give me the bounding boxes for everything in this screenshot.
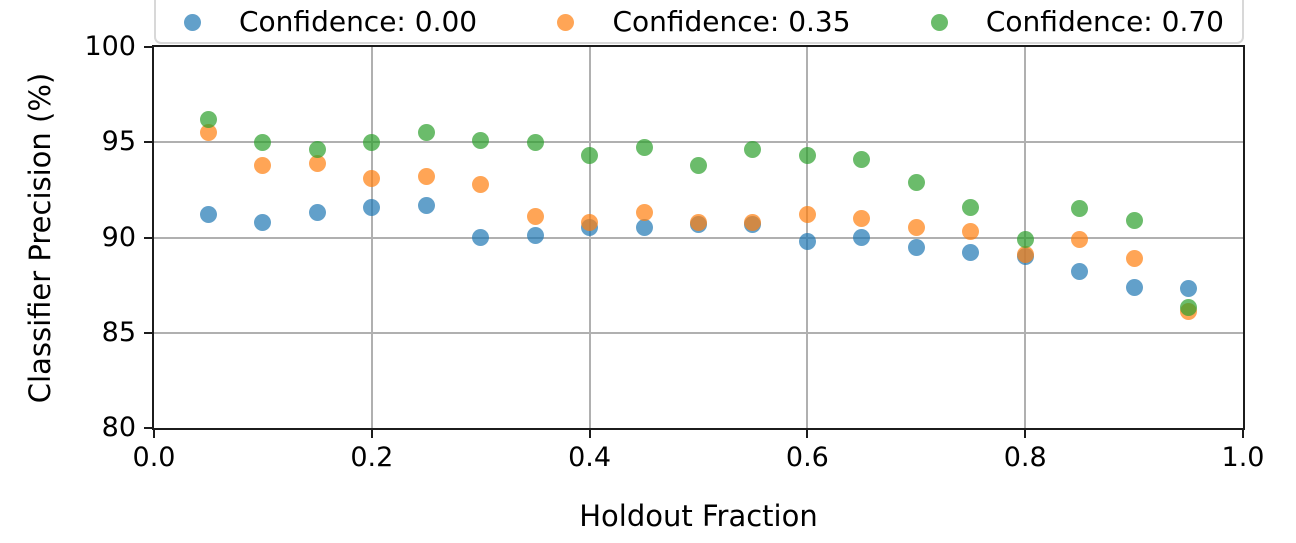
scatter-point: [907, 238, 925, 256]
scatter-point: [308, 154, 326, 172]
scatter-point: [853, 229, 871, 246]
legend-marker-orange-icon: [557, 13, 575, 31]
scatter-point: [798, 232, 816, 250]
scatter-point: [363, 133, 381, 151]
x-tick-mark: [153, 429, 155, 438]
scatter-point: [472, 175, 490, 193]
legend-entry-confidence-035: Confidence: 0.35: [557, 5, 851, 38]
scatter-point: [472, 131, 490, 149]
scatter-point: [1180, 280, 1198, 298]
y-axis-label: Classifier Precision (%): [23, 72, 57, 404]
legend-marker-green-icon: [930, 13, 948, 31]
scatter-point: [417, 196, 435, 214]
scatter-point: [962, 244, 980, 262]
scatter-point: [635, 219, 653, 237]
scatter-point: [962, 198, 980, 216]
scatter-point: [581, 147, 599, 165]
x-tick-label: 0.0: [132, 442, 176, 473]
y-tick-mark: [144, 427, 154, 429]
scatter-point: [1016, 246, 1034, 264]
scatter-point: [907, 173, 925, 191]
legend-entry-confidence-000: Confidence: 0.00: [184, 6, 477, 38]
scatter-point: [635, 139, 653, 157]
plot-frame: [152, 45, 1245, 430]
scatter-point: [1016, 230, 1034, 248]
scatter-point: [526, 208, 544, 226]
scatter-point: [199, 124, 217, 142]
scatter-point: [744, 141, 762, 159]
scatter-point: [853, 150, 871, 168]
x-tick-label: 0.4: [568, 442, 612, 473]
y-tick-label: 80: [101, 412, 136, 443]
y-tick-label: 85: [101, 316, 136, 348]
scatter-point: [907, 219, 925, 237]
x-tick-mark: [588, 429, 591, 438]
gridline-horizontal: [154, 331, 1243, 334]
scatter-point: [1180, 299, 1198, 317]
y-tick-mark: [144, 331, 154, 334]
scatter-point: [690, 156, 707, 174]
y-tick-mark: [144, 46, 154, 48]
scatter-point: [635, 204, 653, 222]
scatter-point: [526, 133, 544, 151]
legend-marker-blue-icon: [184, 13, 201, 31]
scatter-point: [1125, 249, 1143, 267]
scatter-point: [581, 213, 599, 231]
y-tick-mark: [144, 236, 154, 239]
x-tick-mark: [806, 429, 809, 438]
legend-label: Confidence: 0.35: [612, 5, 851, 38]
legend: Confidence: 0.00 Confidence: 0.35 Confid…: [154, 0, 1244, 44]
y-tick-label: 95: [101, 126, 136, 158]
x-tick-label: 0.2: [350, 442, 394, 473]
scatter-point: [1071, 230, 1089, 248]
y-tick-mark: [144, 141, 154, 144]
x-tick-mark: [370, 429, 373, 438]
scatter-point: [690, 213, 707, 231]
legend-label: Confidence: 0.70: [985, 5, 1224, 38]
gridline-horizontal: [154, 141, 1243, 144]
scatter-point: [254, 213, 272, 231]
scatter-point: [363, 169, 381, 187]
scatter-point: [308, 204, 326, 222]
scatter-point: [472, 229, 490, 246]
x-tick-label: 0.8: [1003, 442, 1047, 473]
x-axis-label: Holdout Fraction: [579, 499, 818, 533]
scatter-point: [1071, 200, 1089, 218]
y-tick-label: 100: [84, 31, 136, 62]
scatter-point: [798, 206, 816, 224]
gridline-horizontal: [154, 236, 1243, 239]
scatter-point: [363, 198, 381, 216]
plot-area: [154, 47, 1243, 428]
x-tick-mark: [1024, 429, 1027, 438]
scatter-point: [853, 209, 871, 227]
scatter-point: [526, 227, 544, 245]
x-tick-mark: [1242, 429, 1244, 438]
y-tick-label: 90: [101, 221, 136, 253]
scatter-point: [962, 223, 980, 241]
x-tick-label: 1.0: [1221, 442, 1265, 473]
legend-label: Confidence: 0.00: [239, 5, 478, 38]
scatter-point: [1125, 211, 1143, 229]
scatter-point: [417, 124, 435, 142]
scatter-point: [199, 110, 217, 128]
scatter-point: [254, 156, 272, 174]
scatter-point: [417, 168, 435, 186]
scatter-point: [254, 133, 272, 151]
legend-entry-confidence-070: Confidence: 0.70: [930, 5, 1224, 38]
scatter-point: [1071, 263, 1089, 281]
scatter-point: [744, 213, 762, 231]
x-tick-label: 0.6: [785, 442, 829, 473]
scatter-point: [1125, 278, 1143, 296]
scatter-point: [798, 147, 816, 165]
scatter-point: [308, 141, 326, 159]
scatter-point: [199, 206, 217, 224]
